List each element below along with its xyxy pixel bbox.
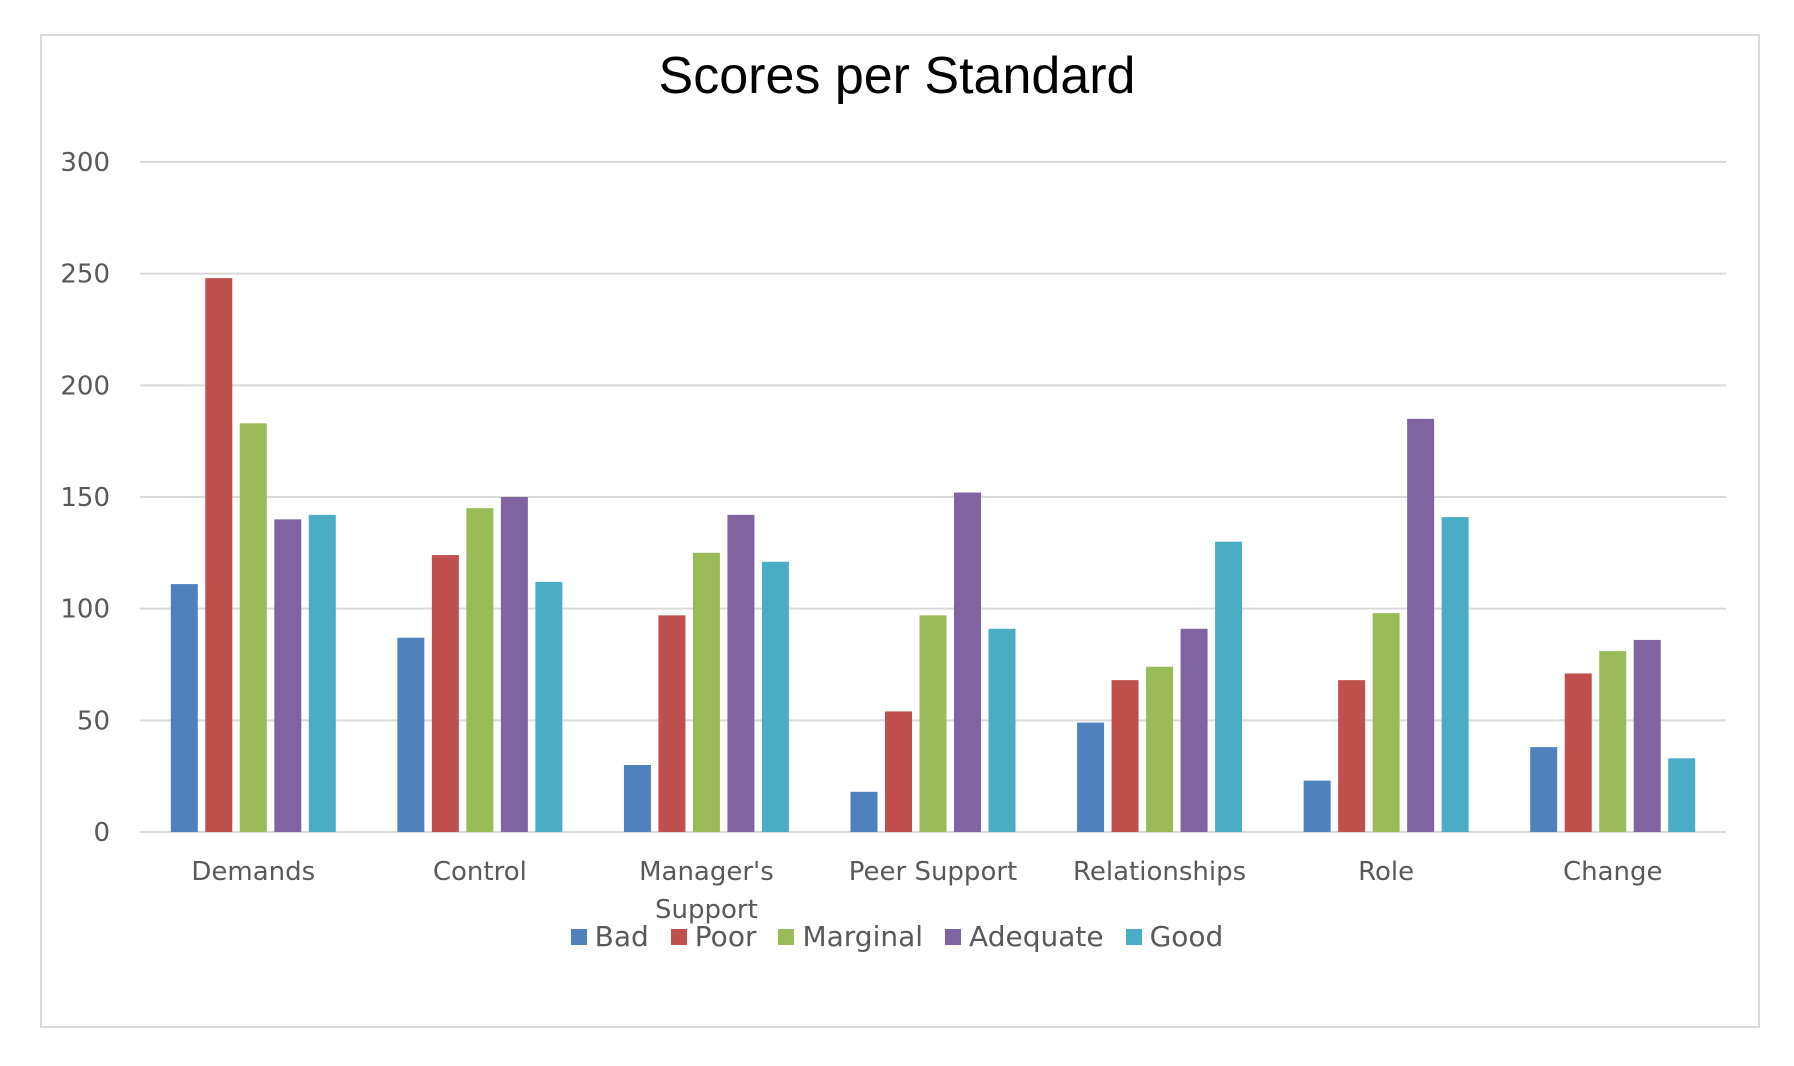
y-tick-label: 100 <box>60 595 110 625</box>
x-tick-label: Support <box>655 895 758 925</box>
bar <box>1146 666 1174 832</box>
x-tick-label: Peer Support <box>849 857 1017 887</box>
bar <box>1407 418 1435 832</box>
bar <box>1338 680 1366 832</box>
bar <box>1215 541 1243 832</box>
legend-item: Bad <box>570 920 649 953</box>
bar <box>1564 673 1592 832</box>
bar <box>885 711 912 832</box>
legend: Bad Poor Marginal Adequate Good <box>0 920 1794 953</box>
legend-label: Bad <box>594 920 649 953</box>
bar <box>466 508 494 832</box>
bar <box>431 555 459 832</box>
bar <box>761 561 789 832</box>
bar <box>500 497 528 832</box>
legend-item: Marginal <box>778 920 923 953</box>
y-tick-label: 50 <box>77 706 110 736</box>
legend-label: Adequate <box>969 920 1104 953</box>
bar <box>1441 517 1469 832</box>
y-tick-label: 150 <box>60 483 110 513</box>
bar <box>1633 639 1661 832</box>
legend-item: Good <box>1125 920 1224 953</box>
y-tick-label: 250 <box>60 260 110 290</box>
bar <box>397 637 425 832</box>
bar <box>954 492 981 832</box>
bar <box>1530 747 1558 832</box>
bar <box>623 765 651 832</box>
legend-label: Marginal <box>802 920 924 953</box>
legend-swatch <box>945 928 962 945</box>
bar <box>1077 722 1105 832</box>
chart-title: Scores per Standard <box>658 47 1136 105</box>
bar <box>988 628 1016 832</box>
x-tick-label: Manager's <box>639 857 774 887</box>
y-tick-label: 200 <box>60 371 110 401</box>
legend-swatch <box>1125 928 1142 945</box>
bar <box>692 552 720 832</box>
bar <box>1303 780 1331 832</box>
x-tick-label: Role <box>1358 857 1414 887</box>
bar <box>1372 613 1400 832</box>
bar <box>1668 758 1696 832</box>
bar <box>1180 628 1208 832</box>
bar <box>1111 680 1139 832</box>
bar <box>274 519 302 832</box>
x-tick-label: Relationships <box>1073 857 1246 887</box>
bar <box>239 423 267 832</box>
bar <box>727 514 755 832</box>
legend-swatch <box>570 928 587 945</box>
bar <box>919 615 947 832</box>
x-tick-label: Change <box>1563 857 1663 887</box>
bar <box>1599 651 1627 832</box>
legend-item: Adequate <box>945 920 1104 953</box>
legend-item: Poor <box>670 920 757 953</box>
bar <box>850 791 878 832</box>
y-tick-label: 0 <box>93 818 110 848</box>
x-tick-label: Demands <box>191 857 315 887</box>
legend-label: Good <box>1149 920 1224 953</box>
bar <box>535 581 563 832</box>
bar <box>308 514 336 832</box>
legend-swatch <box>778 928 795 945</box>
legend-label: Poor <box>694 920 757 953</box>
x-tick-label: Control <box>433 857 527 887</box>
bar <box>170 584 198 832</box>
bar <box>658 615 686 832</box>
legend-swatch <box>670 928 687 945</box>
bar <box>205 278 233 833</box>
y-tick-label: 300 <box>60 148 110 178</box>
